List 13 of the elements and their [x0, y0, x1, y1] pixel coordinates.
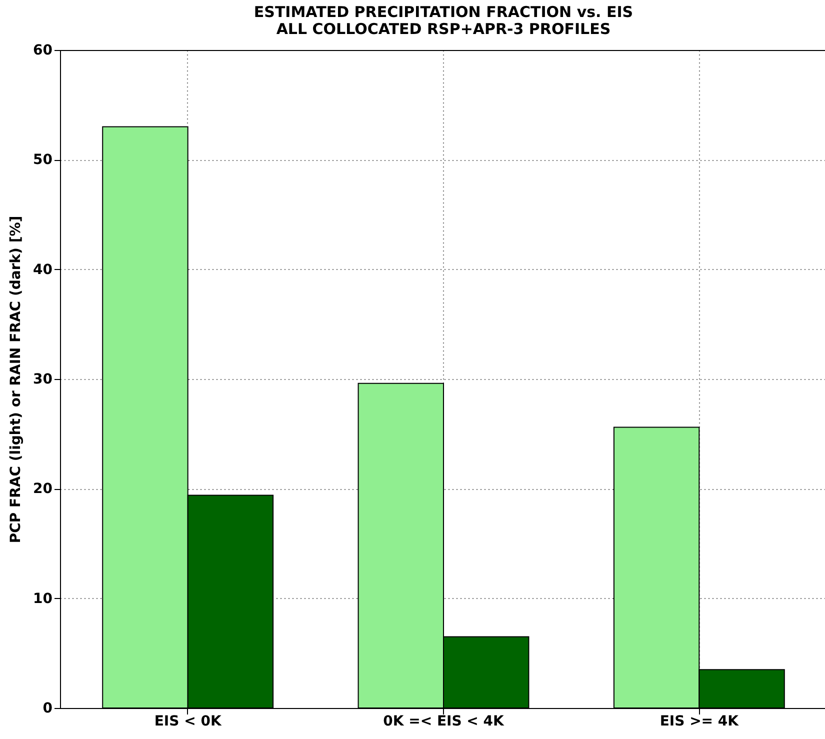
- y-tick-label: 0: [42, 700, 53, 716]
- y-axis-title: PCP FRAC (light) or RAIN FRAC (dark) [%]: [8, 216, 24, 544]
- chart-title: ESTIMATED PRECIPITATION FRACTION vs. EIS: [254, 3, 634, 21]
- y-tick-label: 30: [33, 372, 53, 388]
- y-tick-label: 50: [33, 152, 53, 168]
- x-tick-label: 0K =< EIS < 4K: [383, 714, 506, 730]
- chart-subtitle: ALL COLLOCATED RSP+APR-3 PROFILES: [276, 20, 611, 38]
- y-tick-label: 10: [33, 590, 53, 607]
- x-tick-label: EIS >= 4K: [660, 714, 740, 730]
- y-tick-label: 20: [33, 481, 53, 498]
- x-tick-label: EIS < 0K: [154, 714, 222, 730]
- y-tick-label: 60: [33, 42, 53, 58]
- y-tick-label: 40: [33, 262, 53, 278]
